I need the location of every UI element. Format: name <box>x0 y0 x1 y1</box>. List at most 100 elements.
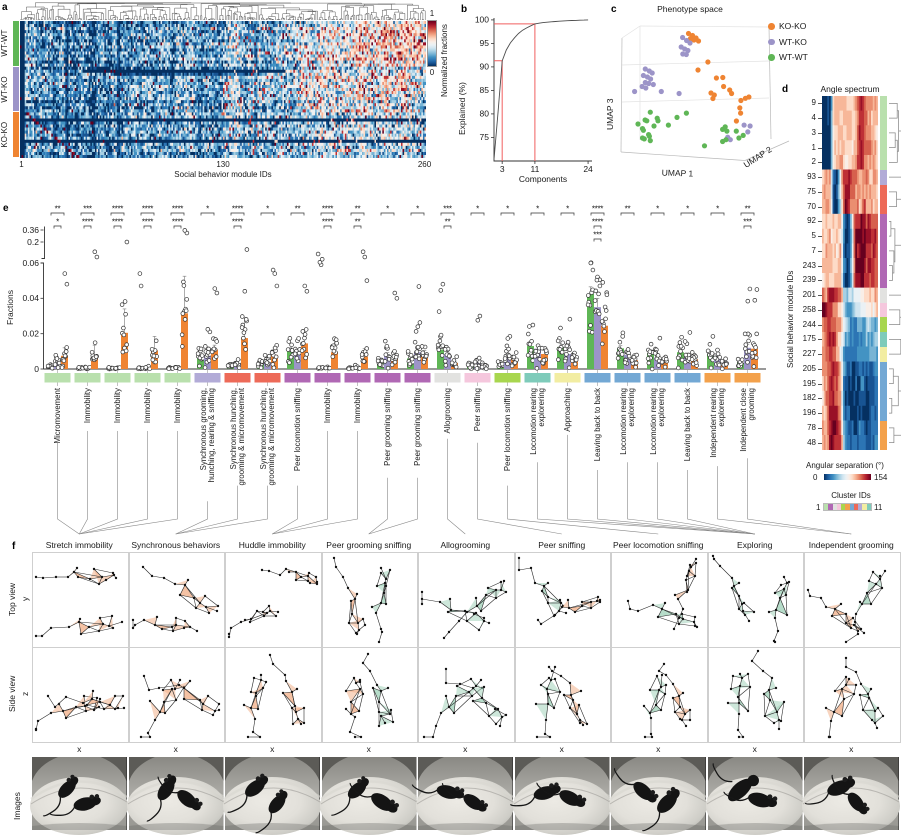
panel-f-xaxis: x <box>366 744 371 754</box>
data-dot <box>626 353 632 359</box>
panel-d-clusterbar-min: 1 <box>816 503 821 512</box>
clusterbar-swatch <box>836 504 842 510</box>
panel-d-row-tick <box>818 413 822 414</box>
bar-group-21: * <box>674 205 701 386</box>
data-dot <box>719 358 725 364</box>
scatter-point <box>723 137 729 143</box>
data-dot <box>754 331 759 337</box>
xcat-label: grooming <box>747 388 756 421</box>
connector-line <box>447 438 466 535</box>
connector-line <box>368 477 418 535</box>
bar-WT-KO <box>594 307 601 369</box>
data-dot <box>715 351 721 357</box>
skeleton-mouse <box>726 672 751 739</box>
data-dot <box>465 362 471 368</box>
skeleton-mouse <box>534 665 561 739</box>
data-dot <box>179 332 185 338</box>
bar-group-5: * <box>194 205 221 386</box>
panel-f-side-5 <box>514 647 611 743</box>
skeleton-mouse <box>517 556 567 617</box>
scatter-point <box>650 81 656 88</box>
panel-e-ytick: 0.04 <box>22 293 39 303</box>
data-dot <box>656 363 661 368</box>
data-dot <box>202 365 208 370</box>
panel-f-side-8 <box>804 647 901 743</box>
data-dot <box>603 316 608 322</box>
data-dot <box>93 354 99 359</box>
panel-d-clusterbar-max: 11 <box>874 503 883 512</box>
data-dot <box>264 360 270 365</box>
panel-e-ytick: 0.36 <box>22 225 39 235</box>
xcat-label: grooming & micromovement <box>267 387 276 485</box>
legend-dot-KO-KO <box>768 23 775 30</box>
connector-line <box>687 470 755 535</box>
data-dot <box>385 365 391 371</box>
xcat-label: Immobility <box>143 388 152 423</box>
cluster-box <box>314 373 341 383</box>
data-dot <box>745 360 750 365</box>
sig-stars: * <box>206 205 209 214</box>
panel-d-row-id: 239 <box>802 275 816 285</box>
data-dot <box>273 354 279 360</box>
data-dot <box>244 247 250 252</box>
data-dot <box>446 353 452 359</box>
panel-b-ytick: 95 <box>480 38 490 48</box>
connector-line <box>175 501 208 535</box>
panel-a-colorbar-min: 0 <box>429 68 435 77</box>
data-dot <box>615 355 621 361</box>
sig-stars: **** <box>112 218 123 227</box>
xcat-label: Approaching <box>563 388 572 432</box>
bar-WT-WT <box>557 346 564 369</box>
data-dot <box>743 342 749 347</box>
skeleton-mouse <box>242 673 268 739</box>
data-dot <box>166 366 172 371</box>
panel-f-top-0 <box>32 551 129 648</box>
scatter-point <box>745 129 751 135</box>
panel-a-colorbar-label: Normalized fractions <box>440 24 449 97</box>
data-dot <box>362 254 368 260</box>
connector-line <box>627 462 755 535</box>
scatter-point <box>740 132 746 138</box>
bar-group-11: * <box>374 205 401 386</box>
skeleton-mouse <box>547 665 588 727</box>
data-dot <box>625 347 631 352</box>
panel-f-top-2 <box>225 551 322 648</box>
scatter-point <box>641 136 647 142</box>
data-dot <box>316 365 322 370</box>
data-dot <box>123 311 128 317</box>
data-dot <box>543 348 549 353</box>
connector-line <box>597 470 755 535</box>
sig-stars: **** <box>232 218 243 227</box>
panel-b-ytick: 100 <box>475 15 489 25</box>
data-dot <box>241 335 246 341</box>
panel-d-strip-cell <box>880 125 887 141</box>
data-dot <box>530 322 536 328</box>
cluster-box <box>44 373 71 383</box>
clusterbar-swatch <box>845 504 850 510</box>
connector-line <box>567 434 755 535</box>
data-dot <box>197 363 202 369</box>
scatter-WT-KO <box>632 34 753 143</box>
data-dot <box>633 360 639 366</box>
data-dot <box>113 366 119 371</box>
skeleton-mouse <box>46 689 126 711</box>
bar-group-19: ** <box>614 205 641 386</box>
sig-stars: **** <box>172 205 183 214</box>
data-dot <box>299 348 305 353</box>
sig-stars: * <box>416 205 419 214</box>
data-dot <box>55 365 61 370</box>
data-dot <box>62 271 68 276</box>
panel-d-row-id: 78 <box>807 422 816 432</box>
skeleton-mouse <box>344 676 364 739</box>
connector-line <box>537 462 755 535</box>
data-dot <box>596 311 602 317</box>
connector-line <box>272 431 358 535</box>
skeleton-mouse <box>657 662 692 728</box>
data-dot <box>266 353 272 359</box>
data-dot <box>302 332 308 337</box>
skeleton-mouse <box>626 599 699 628</box>
data-dot <box>442 347 448 352</box>
panel-d-strip-cell <box>880 332 887 347</box>
data-dot <box>287 336 293 341</box>
sig-stars: * <box>566 205 569 214</box>
